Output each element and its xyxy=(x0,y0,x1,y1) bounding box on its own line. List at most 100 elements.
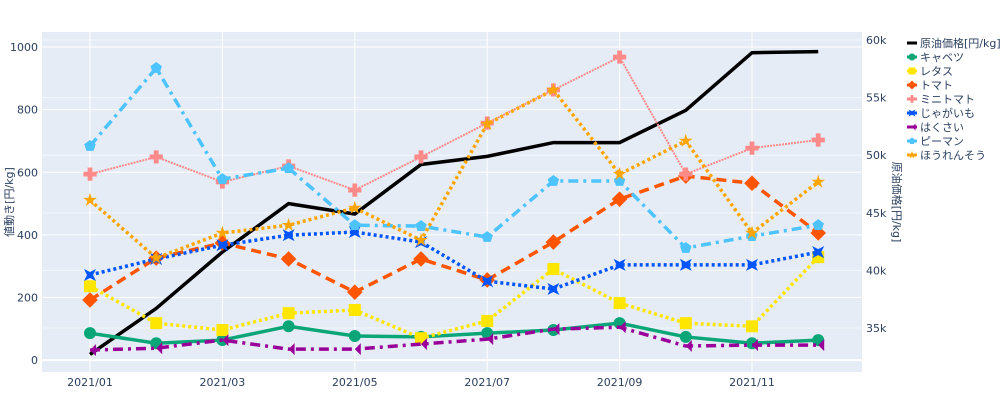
x-marker[interactable] xyxy=(908,109,916,117)
legend-item[interactable]: 原油価格[円/kg] xyxy=(907,36,1000,50)
bowtie-marker[interactable] xyxy=(415,338,427,351)
series-line[interactable] xyxy=(89,255,820,341)
star-marker[interactable] xyxy=(281,217,296,231)
circle-marker[interactable] xyxy=(348,329,361,342)
bowtie-marker[interactable] xyxy=(547,323,560,336)
legend-item[interactable]: ほうれんそう xyxy=(907,149,986,162)
square-marker[interactable] xyxy=(282,307,295,320)
star-marker[interactable] xyxy=(149,250,164,264)
x-marker[interactable] xyxy=(481,275,494,288)
star-marker[interactable] xyxy=(745,225,759,239)
diamond-marker[interactable] xyxy=(280,251,297,267)
legend-item[interactable]: じゃがいも xyxy=(907,106,975,120)
bowtie-marker[interactable] xyxy=(216,334,229,347)
x-marker[interactable] xyxy=(613,258,626,271)
square-marker[interactable] xyxy=(746,320,758,333)
circle-marker[interactable] xyxy=(908,53,916,61)
pentagon-marker[interactable] xyxy=(812,219,824,231)
circle-marker[interactable] xyxy=(84,327,96,340)
bowtie-marker[interactable] xyxy=(746,339,758,352)
square-marker[interactable] xyxy=(908,67,916,75)
bowtie-marker[interactable] xyxy=(481,333,494,346)
cross-marker[interactable] xyxy=(679,167,693,181)
square-marker[interactable] xyxy=(150,317,163,330)
pentagon-marker[interactable] xyxy=(415,220,427,231)
pentagon-marker[interactable] xyxy=(680,242,692,253)
x-marker[interactable] xyxy=(547,283,560,296)
series-line[interactable] xyxy=(89,49,819,356)
legend-item[interactable]: キャベツ xyxy=(907,51,964,64)
bowtie-marker[interactable] xyxy=(812,339,825,352)
bowtie-marker[interactable] xyxy=(282,343,295,356)
pentagon-marker[interactable] xyxy=(908,137,916,144)
legend-item[interactable]: トマト xyxy=(907,79,953,92)
square-marker[interactable] xyxy=(216,324,229,337)
legend-item[interactable]: ミニトマト xyxy=(907,93,975,106)
x-marker[interactable] xyxy=(84,268,96,281)
cross-marker[interactable] xyxy=(348,183,362,197)
pentagon-marker[interactable] xyxy=(216,173,229,184)
series-line[interactable] xyxy=(88,87,820,261)
star-marker[interactable] xyxy=(480,116,495,130)
star-marker[interactable] xyxy=(908,150,916,159)
x-marker[interactable] xyxy=(812,246,825,259)
cross-marker[interactable] xyxy=(811,133,825,147)
series-2 xyxy=(84,251,825,345)
y2-axis-title: 原油価格[円/kg] xyxy=(890,162,904,243)
star-marker[interactable] xyxy=(811,174,826,188)
star-marker[interactable] xyxy=(347,200,362,214)
diamond-marker[interactable] xyxy=(545,234,562,250)
pentagon-marker[interactable] xyxy=(547,175,560,186)
square-marker[interactable] xyxy=(84,280,96,293)
cross-marker[interactable] xyxy=(908,95,916,103)
cross-marker[interactable] xyxy=(149,150,163,164)
star-marker[interactable] xyxy=(612,166,627,180)
bowtie-marker[interactable] xyxy=(908,123,916,131)
bowtie-marker[interactable] xyxy=(84,344,96,357)
series-line[interactable] xyxy=(89,55,819,192)
legend-item[interactable]: はくさい xyxy=(907,121,964,134)
diamond-marker[interactable] xyxy=(810,225,826,241)
star-marker[interactable] xyxy=(414,232,428,247)
diamond-marker[interactable] xyxy=(744,175,760,192)
square-marker[interactable] xyxy=(348,304,361,317)
diamond-marker[interactable] xyxy=(907,80,917,90)
circle-marker[interactable] xyxy=(282,320,295,333)
pentagon-marker[interactable] xyxy=(282,162,295,174)
x-marker[interactable] xyxy=(679,258,692,271)
series-line[interactable] xyxy=(88,65,819,250)
series-line[interactable] xyxy=(89,325,819,352)
series-line[interactable] xyxy=(89,230,819,291)
square-marker[interactable] xyxy=(679,317,692,330)
bowtie-marker[interactable] xyxy=(348,343,361,356)
pentagon-marker[interactable] xyxy=(349,219,361,231)
diamond-marker[interactable] xyxy=(611,191,628,207)
diamond-marker[interactable] xyxy=(413,251,429,267)
pentagon-marker[interactable] xyxy=(481,231,493,242)
cross-marker[interactable] xyxy=(613,50,627,64)
star-marker[interactable] xyxy=(678,133,693,147)
diamond-marker[interactable] xyxy=(82,292,98,308)
square-marker[interactable] xyxy=(547,262,560,275)
star-marker[interactable] xyxy=(546,82,561,96)
cross-marker[interactable] xyxy=(745,141,759,155)
star-marker[interactable] xyxy=(83,192,97,206)
pentagon-marker[interactable] xyxy=(150,62,162,73)
circle-marker[interactable] xyxy=(679,330,692,343)
legend-item[interactable]: ピーマン xyxy=(907,135,964,148)
star-marker[interactable] xyxy=(215,225,230,239)
cross-marker[interactable] xyxy=(83,167,97,181)
bowtie-marker[interactable] xyxy=(679,340,692,353)
square-marker[interactable] xyxy=(613,297,626,310)
diamond-marker[interactable] xyxy=(347,284,363,300)
bowtie-marker[interactable] xyxy=(150,342,163,355)
series-line[interactable] xyxy=(89,174,820,302)
x-marker[interactable] xyxy=(282,229,295,242)
cross-marker[interactable] xyxy=(414,150,428,164)
x-marker[interactable] xyxy=(746,258,758,271)
square-marker[interactable] xyxy=(481,314,494,327)
x-marker[interactable] xyxy=(216,239,229,252)
bowtie-marker[interactable] xyxy=(613,321,626,334)
legend-item[interactable]: レタス xyxy=(907,65,953,78)
pentagon-marker[interactable] xyxy=(84,139,96,151)
